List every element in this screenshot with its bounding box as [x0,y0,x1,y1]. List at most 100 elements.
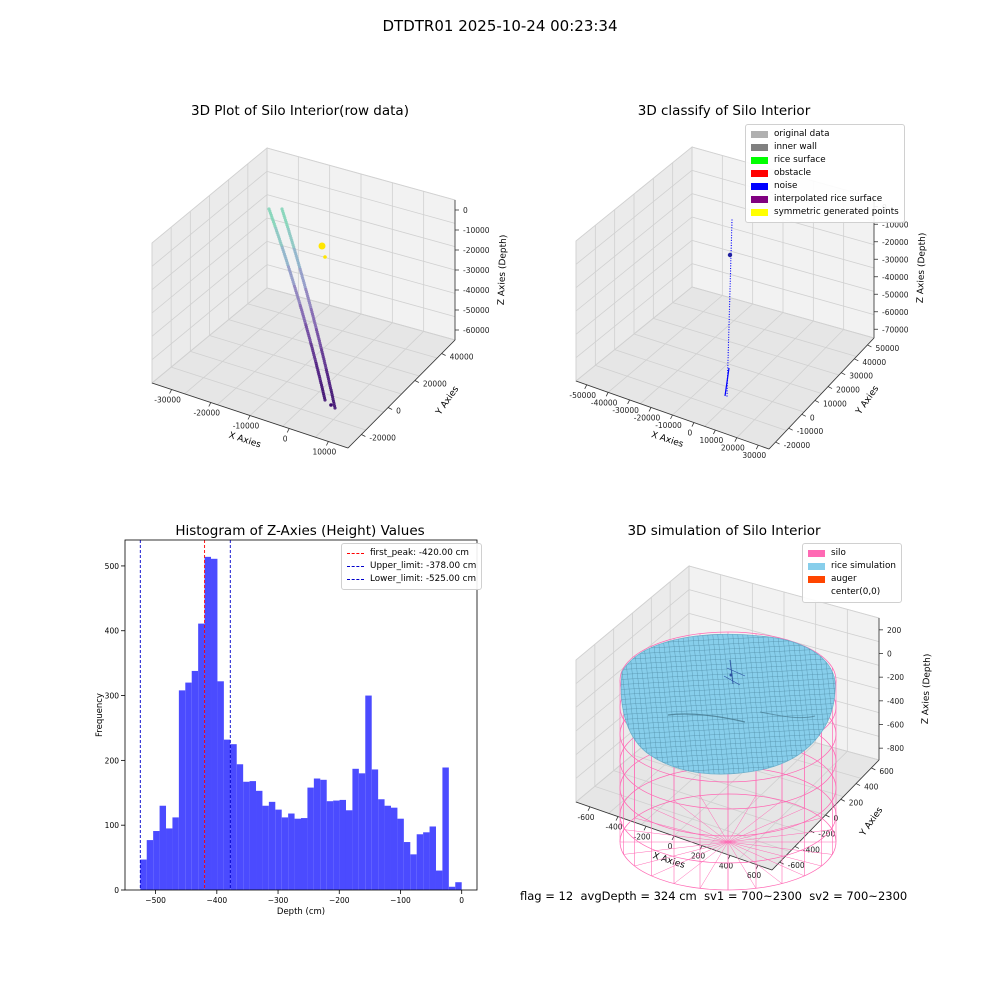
noise-point [727,357,729,359]
z-tick-label: -50000 [463,306,490,315]
histogram-bar [153,831,160,890]
histogram-bar [230,744,237,890]
auger-line [726,667,746,677]
histogram-bar [301,818,308,890]
legend-swatch [808,589,825,596]
y-tick-label: 400 [105,627,120,636]
histogram-bar [429,826,436,890]
panel4-title: 3D simulation of Silo Interior [627,523,821,539]
mesh-line [621,717,836,731]
z-tick-label: -200 [887,673,904,682]
avg-depth-text: avgDepth = 324 cm [580,889,697,903]
y-tick-label: 200 [849,798,864,807]
x-axis-label: X Axies [227,431,262,451]
silo-floor-line [727,841,783,884]
noise-point [728,336,730,338]
grid-line [247,303,438,359]
noise-point [727,354,729,356]
histogram-bar [204,556,212,890]
legend-swatch [751,170,768,177]
legend-label: rice simulation [831,561,896,571]
legend-item-first-peak: first_peak: -420.00 cm [347,547,476,560]
noise-point [730,270,732,272]
legend-item-auger: auger [808,573,896,586]
legend-line [347,553,364,554]
legend-label: symmetric generated points [774,207,899,217]
x-tick [691,422,695,427]
noise-point [727,344,730,346]
noise-point [729,288,731,290]
silo-floor-line [727,829,833,843]
flag-text: flag = 12 [520,889,574,903]
noise-point [727,367,729,369]
y-axis-label: Y Axies [858,805,886,838]
x-tick-label: 400 [719,861,734,870]
data-point-yellow [323,255,327,259]
x-tick-label: −300 [268,896,289,905]
legend-swatch [751,196,768,203]
z-tick-label: -40000 [463,286,490,295]
histogram-bar [410,854,417,890]
x-tick [587,806,591,812]
y-tick-label: 50000 [875,344,899,353]
legend-item-rice-surface: rice surface [751,154,899,167]
y-tick [441,353,446,356]
noise-point [728,326,730,328]
mesh-line [621,737,836,751]
histogram-bar [435,870,443,890]
y-tick [825,814,830,818]
noise-point [731,224,733,226]
plot-frame [124,539,478,891]
x-tick [727,855,731,860]
y-tick [387,407,393,410]
x-tick [247,415,251,420]
grid-line [691,286,875,339]
histogram-bar [326,801,334,890]
noise-point [728,321,730,323]
noise-point [728,334,730,336]
histogram-bar [390,807,398,890]
surface-fold [667,713,746,723]
z-tick-label: -60000 [882,308,909,317]
noise-point [728,339,730,341]
x-tick-label: 600 [747,871,762,880]
noise-point [726,392,728,394]
silo-floor-line [727,795,757,843]
histogram-bar [243,781,250,890]
silo-floor-line [699,795,729,843]
histogram-bar [384,805,391,890]
silo-floor-line [727,841,757,889]
mesh-line [715,634,737,775]
mesh-line [745,634,767,775]
y-tick [788,427,793,431]
silo-floor-line [673,800,729,843]
panel1-title: 3D Plot of Silo Interior(row data) [191,103,409,119]
x-tick [648,407,652,412]
grid-line [575,146,693,242]
noise-point [730,262,732,264]
y-tick-label: -400 [803,845,820,854]
x-tick-label: 200 [691,852,706,861]
z-tick-label: 200 [887,626,902,635]
data-point-stream-a [323,398,327,402]
y-tick [854,358,859,362]
noise-point [731,227,733,229]
mesh-line [750,634,772,775]
noise-point [730,265,732,267]
silo-floor-line [727,841,805,877]
mesh-line [621,707,836,721]
y-tick-label: -20000 [784,441,811,450]
y-tick [871,767,876,771]
noise-point [729,273,732,275]
x-tick-label: 0 [688,429,693,438]
x-tick-label: −400 [207,896,228,905]
noise-point [729,280,731,282]
noise-point [729,303,731,305]
histogram-bar [294,818,301,890]
x-tick-label: -10000 [233,422,260,431]
x-tick [734,437,738,442]
y-tick-label: 0 [114,886,119,895]
y-axis-line [347,339,456,449]
x-tick [755,445,759,450]
